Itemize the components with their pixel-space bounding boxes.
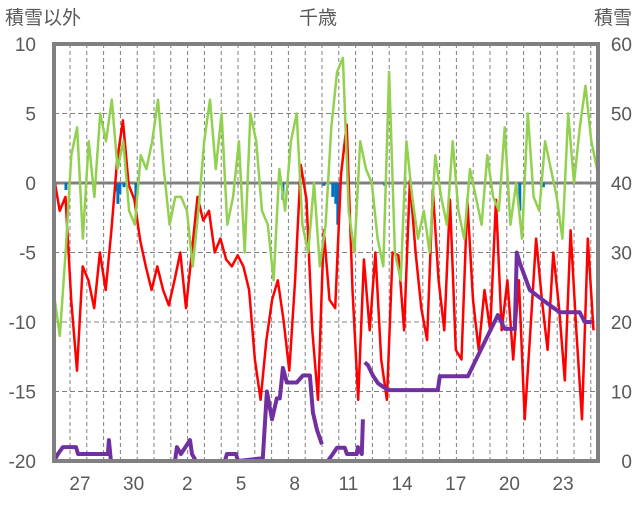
left-tick-label: 10 — [15, 35, 36, 56]
right-axis-ticks: 60 50 40 30 20 10 0 — [611, 35, 632, 473]
right-tick-label: 50 — [611, 105, 632, 126]
right-tick-label: 60 — [611, 35, 632, 56]
left-tick-label: -20 — [9, 452, 36, 473]
x-tick-label: 2 — [182, 474, 193, 495]
precip-bar — [322, 183, 326, 186]
x-tick-label: 20 — [499, 474, 520, 495]
left-tick-label: -5 — [19, 244, 36, 265]
precip-bar — [64, 183, 68, 190]
precip-bar — [541, 183, 545, 188]
right-tick-label: 40 — [611, 174, 632, 195]
series-lines — [52, 56, 599, 463]
x-tick-label: 27 — [69, 474, 90, 495]
left-tick-label: 0 — [25, 174, 36, 195]
precip-bar — [116, 183, 120, 204]
x-axis-ticks: 27 30 2 5 8 11 14 17 20 23 — [69, 474, 573, 495]
right-tick-label: 10 — [611, 383, 632, 404]
x-tick-label: 14 — [391, 474, 413, 495]
plot-frame — [52, 42, 600, 463]
x-tick-label: 23 — [553, 474, 574, 495]
x-tick-label: 17 — [445, 474, 466, 495]
left-axis-title: 積雪以外 — [5, 7, 81, 29]
x-tick-label: 5 — [236, 474, 247, 495]
chart-title: 千歳 — [299, 7, 337, 29]
precip-bar — [518, 183, 522, 211]
left-tick-label: 5 — [25, 105, 36, 126]
left-axis-ticks: 10 5 0 -5 -10 -15 -20 — [9, 35, 36, 473]
precip-bar — [334, 183, 338, 204]
left-tick-label: -15 — [9, 383, 36, 404]
x-tick-label: 11 — [339, 474, 359, 495]
x-tick-label: 30 — [123, 474, 144, 495]
red-series-line — [52, 119, 595, 421]
right-tick-label: 30 — [611, 244, 632, 265]
left-tick-label: -10 — [9, 313, 36, 334]
x-tick-label: 8 — [289, 474, 300, 495]
precip-bar — [118, 183, 122, 195]
green-series-line — [52, 56, 599, 338]
precip-bar — [336, 183, 340, 225]
right-tick-label: 20 — [611, 313, 632, 334]
right-tick-label: 0 — [621, 452, 632, 473]
precip-bar — [331, 183, 335, 197]
precip-bar — [122, 183, 126, 188]
right-axis-title: 積雪 — [594, 7, 632, 29]
precip-bar — [134, 183, 138, 204]
snow-depth-line — [52, 250, 592, 463]
